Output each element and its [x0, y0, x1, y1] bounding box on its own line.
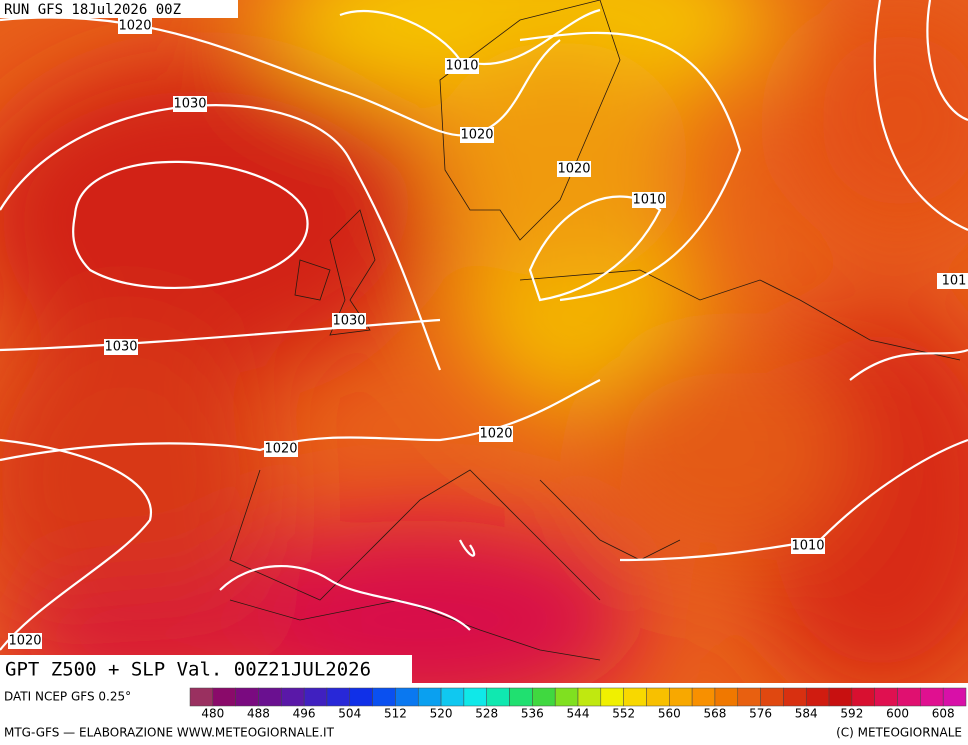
colorbar-swatch	[669, 687, 693, 707]
colorbar-swatch	[874, 687, 898, 707]
colorbar-swatch	[509, 687, 533, 707]
colorbar-swatch	[805, 687, 830, 707]
colorbar-swatch	[554, 687, 579, 707]
colorbar-swatch	[942, 687, 967, 707]
colorbar-label: 512	[384, 707, 407, 721]
colorbar-swatch	[828, 687, 853, 707]
colorbar-swatch	[258, 687, 282, 707]
colorbar-swatch	[577, 687, 602, 707]
isobar-label-box	[264, 441, 298, 457]
run-header: RUN GFS 18Jul2026 00Z	[4, 2, 181, 18]
colorbar-label: 576	[749, 707, 772, 721]
isobar-label: 1020	[460, 128, 493, 143]
isobar-label-box	[445, 58, 479, 74]
title-box	[0, 655, 412, 683]
colorbar-swatch	[714, 687, 739, 707]
colorbar-swatch	[486, 687, 510, 707]
footer-right: (C) METEOGIORNALE	[836, 726, 962, 740]
colorbar-swatch	[737, 687, 761, 707]
colorbar-label: 592	[840, 707, 863, 721]
colorbar-swatch	[235, 687, 259, 707]
isobar-label: 1010	[791, 539, 824, 554]
colorbar-swatch	[897, 687, 921, 707]
colorbar-label: 536	[521, 707, 544, 721]
map-title: GPT Z500 + SLP Val. 00Z21JUL2026	[5, 659, 371, 681]
isobar-label-box	[557, 161, 591, 177]
colorbar-swatch	[417, 687, 442, 707]
colorbar-swatch	[372, 687, 396, 707]
colorbar-swatch	[851, 687, 875, 707]
colorbar-swatch	[920, 687, 944, 707]
isobar-label-box	[791, 538, 825, 554]
colorbar-label: 496	[293, 707, 316, 721]
isobar-label: 1020	[264, 442, 297, 457]
isobar-label: 1010	[632, 193, 665, 208]
isobar-label: 1010	[445, 59, 478, 74]
isobar-label-box	[104, 339, 138, 355]
colorbar: 480 488 496 504 512 520 528 536 544 552 560 568 576 5…	[189, 687, 967, 721]
colorbar-swatch	[532, 687, 556, 707]
colorbar-swatch	[281, 687, 305, 707]
colorbar-label: 528	[475, 707, 498, 721]
footer-left: MTG-GFS — ELABORAZIONE WWW.METEOGIORNALE…	[4, 726, 335, 740]
isobar-labels: 1020 1010 1030 1020 1020 1010 101 1030 1030 1020 1…	[8, 18, 968, 649]
colorbar-label: 608	[932, 707, 955, 721]
colorbar-swatch	[212, 687, 236, 707]
colorbar-swatch	[646, 687, 670, 707]
isobar-label: 1020	[8, 634, 41, 649]
colorbar-swatch	[349, 687, 373, 707]
isobar-label: 1020	[479, 427, 512, 442]
colorbar-swatch	[189, 687, 214, 707]
colorbar-swatch	[600, 687, 624, 707]
colorbar-label: 560	[658, 707, 681, 721]
isobar-label: 1030	[173, 97, 206, 112]
source-label: DATI NCEP GFS 0.25°	[4, 690, 131, 704]
isobar-label-box	[8, 633, 42, 649]
isobar-label-box	[479, 426, 513, 442]
isobar-label-box	[332, 313, 366, 329]
isobar-label: 1020	[557, 162, 590, 177]
colorbar-swatch	[623, 687, 647, 707]
colorbar-swatch	[463, 687, 487, 707]
colorbar-label: 544	[567, 707, 590, 721]
colorbar-swatch	[440, 687, 465, 707]
map-field	[0, 0, 968, 683]
colorbar-label: 504	[338, 707, 361, 721]
isobar-label: 1020	[118, 19, 151, 34]
colorbar-label: 568	[703, 707, 726, 721]
colorbar-swatch	[303, 687, 328, 707]
isobar-label-box	[173, 96, 207, 112]
isobar-label: 1030	[104, 340, 137, 355]
colorbar-label: 552	[612, 707, 635, 721]
isobar-label-box	[118, 18, 152, 34]
colorbar-swatch	[326, 687, 351, 707]
isobar-label: 101	[942, 274, 967, 289]
colorbar-label: 520	[430, 707, 453, 721]
colorbar-swatch	[691, 687, 716, 707]
colorbar-swatch	[760, 687, 784, 707]
header-box	[0, 0, 238, 18]
colorbar-label: 480	[201, 707, 224, 721]
isobar-label-box	[632, 192, 666, 208]
isobar-label: 1030	[332, 314, 365, 329]
isobar-label-box	[937, 273, 968, 289]
colorbar-label: 488	[247, 707, 270, 721]
colorbar-label: 600	[886, 707, 909, 721]
colorbar-swatch	[395, 687, 419, 707]
colorbar-swatch	[783, 687, 807, 707]
colorbar-label: 584	[795, 707, 818, 721]
isobar-label-box	[460, 127, 494, 143]
